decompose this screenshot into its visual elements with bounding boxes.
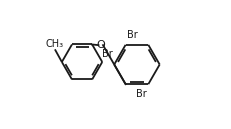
Text: Br: Br: [127, 30, 138, 40]
Text: Br: Br: [102, 49, 113, 59]
Text: Br: Br: [136, 89, 147, 99]
Text: O: O: [96, 40, 105, 50]
Text: CH₃: CH₃: [45, 39, 63, 49]
